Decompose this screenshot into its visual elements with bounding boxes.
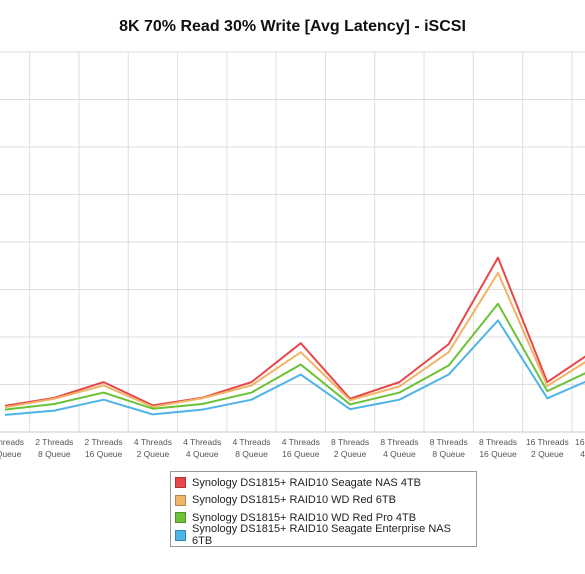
series-line-2 — [4, 271, 585, 409]
chart-title: 8K 70% Read 30% Write [Avg Latency] - iS… — [119, 18, 466, 35]
x-tick-label: 1 Queue — [0, 449, 22, 459]
x-tick-label: 8 Queue — [432, 449, 465, 459]
series-line-3 — [4, 302, 585, 411]
x-tick-label: 16 Queue — [282, 449, 320, 459]
x-tick-label: 4 Threads — [183, 437, 221, 447]
legend-label: Synology DS1815+ RAID10 Seagate NAS 4TB — [192, 476, 421, 489]
legend-item: Synology DS1815+ RAID10 Seagate Enterpri… — [175, 523, 472, 547]
legend-label: Synology DS1815+ RAID10 WD Red Pro 4TB — [192, 511, 417, 524]
x-tick-label: 1 Threads — [0, 437, 24, 447]
x-tick-label: 8 Queue — [38, 449, 71, 459]
series-line-4 — [4, 319, 585, 416]
x-tick-label: 4 Threads — [134, 437, 172, 447]
x-tick-label: 4 Queue — [580, 449, 585, 459]
legend-item: Synology DS1815+ RAID10 WD Red Pro 4TB — [175, 509, 472, 527]
line-chart: 1 Threads 1 Queue 2 Threads 8 Queue 2 Thread… — [0, 51, 585, 459]
x-tick-label: 2 Queue — [334, 449, 367, 459]
legend-label: Synology DS1815+ RAID10 WD Red 6TB — [192, 494, 396, 507]
legend-swatch — [175, 529, 186, 541]
x-tick-label: 2 Queue — [531, 449, 564, 459]
legend-swatch — [175, 512, 186, 524]
x-tick-label: 16 Threads — [526, 437, 569, 447]
series-lines — [4, 256, 585, 416]
x-tick-label: 4 Queue — [186, 449, 219, 459]
x-tick-label: 8 Threads — [331, 437, 369, 447]
x-tick-label: 16 Queue — [479, 449, 517, 459]
x-tick-label: 8 Queue — [235, 449, 268, 459]
x-tick-label: 8 Threads — [430, 437, 468, 447]
series-line-1 — [4, 256, 585, 407]
legend-label: Synology DS1815+ RAID10 Seagate Enterpri… — [192, 523, 451, 548]
x-tick-label: 16 Threads — [575, 437, 585, 447]
x-tick-label: 2 Threads — [85, 437, 123, 447]
x-tick-label: 2 Threads — [35, 437, 73, 447]
legend-swatch — [175, 477, 186, 489]
x-tick-label: 16 Queue — [85, 449, 123, 459]
legend-item: Synology DS1815+ RAID10 Seagate NAS 4TB — [175, 474, 472, 492]
grid — [0, 51, 585, 433]
x-tick-label: 2 Queue — [137, 449, 170, 459]
x-tick-label: 8 Threads — [380, 437, 418, 447]
x-tick-label: 4 Threads — [282, 437, 320, 447]
x-tick-label: 4 Queue — [383, 449, 416, 459]
legend-swatch — [175, 494, 186, 506]
legend-item: Synology DS1815+ RAID10 WD Red 6TB — [175, 492, 472, 510]
x-tick-label: 8 Threads — [479, 437, 517, 447]
x-tick-label: 4 Threads — [232, 437, 270, 447]
legend: Synology DS1815+ RAID10 Seagate NAS 4TB S… — [170, 471, 477, 547]
x-axis-ticks: 1 Threads 1 Queue 2 Threads 8 Queue 2 Thread… — [0, 437, 585, 459]
